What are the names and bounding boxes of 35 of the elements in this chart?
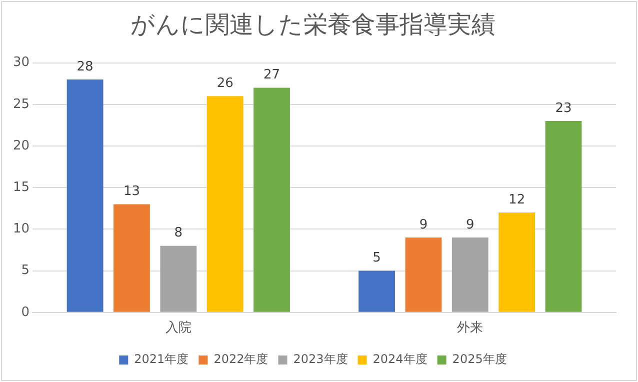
data-label: 23 bbox=[555, 100, 572, 116]
data-label: 8 bbox=[174, 226, 183, 241]
data-label: 9 bbox=[466, 217, 474, 232]
bar bbox=[405, 238, 442, 312]
chart-title: がんに関連した栄養食事指導実績 bbox=[130, 10, 496, 39]
y-tick-label: 15 bbox=[12, 180, 30, 195]
bar bbox=[452, 238, 488, 312]
data-label: 12 bbox=[508, 192, 526, 208]
bar bbox=[206, 96, 244, 312]
data-label: 28 bbox=[76, 59, 94, 74]
x-tick-label: 入院 bbox=[165, 320, 192, 336]
legend-label: 2022年度 bbox=[214, 352, 268, 366]
legend-label: 2023年度 bbox=[293, 352, 348, 366]
bar bbox=[498, 212, 536, 312]
legend-label: 2021年度 bbox=[134, 352, 189, 366]
data-label: 9 bbox=[419, 217, 428, 232]
y-tick-label: 0 bbox=[21, 304, 30, 320]
data-label: 27 bbox=[263, 68, 280, 83]
bar bbox=[545, 121, 582, 312]
x-tick-label: 外来 bbox=[457, 320, 484, 336]
legend-label: 2024年度 bbox=[372, 352, 428, 366]
bar bbox=[66, 79, 104, 312]
y-tick-label: 5 bbox=[21, 263, 30, 278]
bar bbox=[160, 246, 197, 312]
data-label: 13 bbox=[123, 184, 140, 200]
data-label: 5 bbox=[372, 250, 381, 266]
bar bbox=[254, 88, 290, 312]
y-tick-label: 20 bbox=[12, 138, 30, 154]
y-tick-label: 25 bbox=[12, 96, 30, 112]
legend-label: 2025年度 bbox=[452, 352, 507, 366]
bar bbox=[114, 204, 150, 312]
bar bbox=[358, 270, 395, 312]
data-label: 26 bbox=[216, 76, 234, 91]
y-tick-label: 10 bbox=[12, 222, 30, 237]
y-tick-label: 30 bbox=[12, 55, 30, 70]
